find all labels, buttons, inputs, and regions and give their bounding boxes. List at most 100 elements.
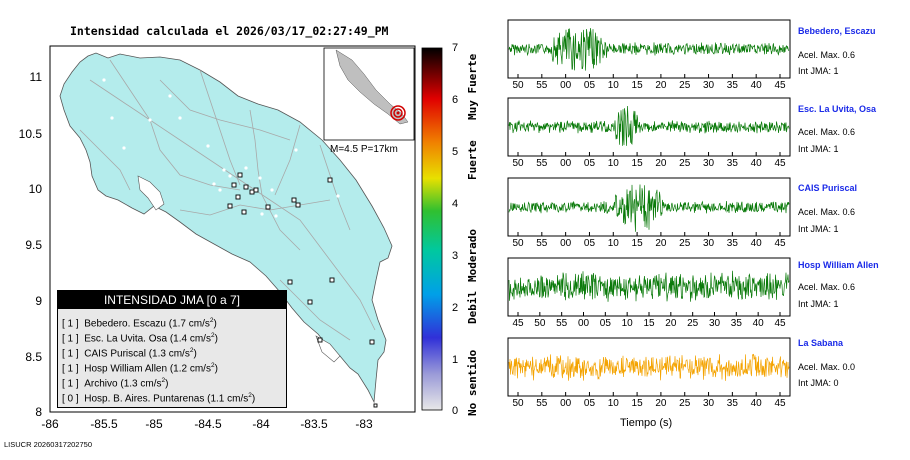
trace-tick-label: 35 bbox=[726, 238, 738, 249]
golfo-dulce bbox=[315, 335, 341, 363]
trace-tick-label: 05 bbox=[583, 238, 596, 249]
colorbar-category: Muy Fuerte bbox=[466, 53, 479, 120]
trace-tick-label: 20 bbox=[655, 398, 667, 409]
time-axis-label: Tiempo (s) bbox=[620, 417, 673, 429]
intensity-legend: INTENSIDAD JMA [0 a 7] [ 1 ] Bebedero. E… bbox=[57, 290, 287, 408]
x-tick: -85 bbox=[145, 417, 163, 431]
trace-tick-label: 10 bbox=[607, 158, 619, 169]
x-tick: -83.5 bbox=[300, 417, 328, 431]
station-jma: Int JMA: 1 bbox=[798, 224, 839, 234]
colorbar-category: No sentido bbox=[466, 349, 479, 416]
station-markers bbox=[227, 172, 378, 408]
x-tick: -85.5 bbox=[90, 417, 118, 431]
trace-tick-label: 35 bbox=[726, 158, 738, 169]
trace-tick-label: 40 bbox=[750, 80, 762, 91]
x-tick: -83 bbox=[355, 417, 373, 431]
trace-tick-label: 45 bbox=[774, 158, 786, 169]
trace-tick-label: 10 bbox=[607, 80, 619, 91]
trace-tick-label: 20 bbox=[665, 318, 677, 329]
town-dots bbox=[102, 78, 340, 218]
trace-tick-label: 50 bbox=[512, 398, 524, 409]
x-tick: -86 bbox=[41, 417, 59, 431]
trace-tick-label: 00 bbox=[560, 80, 572, 91]
station-jma: Int JMA: 1 bbox=[798, 144, 839, 154]
waveform-trace bbox=[508, 28, 790, 71]
trace-tick-label: 30 bbox=[708, 318, 721, 329]
colorbar-tick: 7 bbox=[452, 42, 459, 54]
trace-tick-label: 05 bbox=[583, 398, 596, 409]
trace-tick-label: 40 bbox=[752, 318, 764, 329]
station-accel: Acel. Max. 0.6 bbox=[798, 50, 856, 60]
trace-tick-label: 35 bbox=[726, 398, 738, 409]
waveform-trace bbox=[508, 270, 790, 302]
trace-tick-label: 00 bbox=[560, 398, 572, 409]
trace-tick-label: 50 bbox=[534, 318, 546, 329]
y-tick: 10 bbox=[28, 182, 42, 196]
trace-tick-label: 20 bbox=[655, 158, 667, 169]
legend-row: [ 1 ] CAIS Puriscal (1.3 cm/s2) bbox=[62, 347, 197, 360]
gulf-of-nicoya bbox=[137, 175, 165, 211]
trace-tick-label: 10 bbox=[607, 238, 619, 249]
trace-tick-label: 55 bbox=[536, 158, 548, 169]
trace-tick-label: 15 bbox=[631, 238, 643, 249]
legend-row: [ 1 ] Archivo (1.3 cm/s2) bbox=[62, 377, 169, 390]
location-inset-map bbox=[323, 47, 415, 141]
trace-tick-label: 20 bbox=[655, 80, 667, 91]
footer-id: LISUCR 20260317202750 bbox=[4, 440, 92, 449]
station-link[interactable]: CAIS Puriscal bbox=[798, 183, 858, 193]
trace-tick-label: 10 bbox=[607, 398, 619, 409]
trace-tick-label: 45 bbox=[512, 318, 524, 329]
trace-tick-label: 50 bbox=[512, 238, 524, 249]
road-network bbox=[79, 59, 376, 341]
trace-tick-label: 00 bbox=[577, 318, 590, 329]
legend-row: [ 0 ] Hosp. B. Aires. Puntarenas (1.1 cm… bbox=[62, 392, 256, 405]
trace-tick-label: 25 bbox=[679, 158, 691, 169]
y-tick: 11 bbox=[29, 70, 42, 84]
trace-tick-label: 55 bbox=[536, 398, 548, 409]
y-tick: 8.5 bbox=[25, 350, 42, 364]
legend-row: [ 1 ] Bebedero. Escazu (1.7 cm/s2) bbox=[62, 317, 217, 330]
colorbar-tick: 3 bbox=[452, 250, 459, 262]
colorbar-tick: 1 bbox=[452, 354, 459, 366]
trace-tick-label: 30 bbox=[702, 238, 715, 249]
inset-caption: M=4.5 P=17km bbox=[330, 144, 398, 155]
station-link[interactable]: Hosp William Allen bbox=[798, 260, 879, 270]
trace-tick-label: 15 bbox=[631, 80, 643, 91]
station-jma: Int JMA: 1 bbox=[798, 299, 839, 309]
page-title: Intensidad calculada el 2026/03/17_02:27… bbox=[70, 24, 389, 38]
colorbar-tick: 6 bbox=[452, 94, 459, 106]
trace-tick-label: 30 bbox=[702, 158, 715, 169]
x-tick: -84.5 bbox=[194, 417, 222, 431]
intensity-colorbar bbox=[421, 47, 443, 411]
station-accel: Acel. Max. 0.6 bbox=[798, 207, 856, 217]
y-tick: 8 bbox=[35, 405, 42, 419]
trace-tick-label: 15 bbox=[631, 398, 643, 409]
colorbar-tick: 4 bbox=[452, 198, 459, 210]
seismogram-panels bbox=[507, 19, 791, 397]
station-accel: Acel. Max. 0.0 bbox=[798, 362, 856, 372]
station-link[interactable]: Bebedero, Escazu bbox=[798, 26, 876, 36]
trace-tick-label: 55 bbox=[556, 318, 568, 329]
legend-title: INTENSIDAD JMA [0 a 7] bbox=[58, 291, 286, 309]
trace-tick-label: 45 bbox=[774, 318, 786, 329]
y-tick: 9.5 bbox=[25, 238, 42, 252]
trace-tick-label: 25 bbox=[687, 318, 699, 329]
colorbar-tick: 2 bbox=[452, 302, 459, 314]
waveform-trace bbox=[508, 353, 790, 381]
trace-tick-label: 40 bbox=[750, 238, 762, 249]
station-accel: Acel. Max. 0.6 bbox=[798, 127, 856, 137]
trace-tick-label: 30 bbox=[702, 398, 715, 409]
trace-tick-label: 40 bbox=[750, 158, 762, 169]
trace-tick-label: 05 bbox=[583, 80, 596, 91]
trace-tick-label: 00 bbox=[560, 238, 572, 249]
trace-tick-label: 20 bbox=[655, 238, 667, 249]
legend-row: [ 1 ] Hosp William Allen (1.2 cm/s2) bbox=[62, 362, 218, 375]
colorbar-category: Fuerte bbox=[466, 140, 479, 180]
trace-tick-label: 05 bbox=[599, 318, 611, 329]
station-link[interactable]: La Sabana bbox=[798, 338, 844, 348]
trace-tick-label: 30 bbox=[702, 80, 715, 91]
trace-tick-label: 05 bbox=[583, 158, 596, 169]
y-tick: 9 bbox=[35, 294, 42, 308]
station-link[interactable]: Esc. La Uvita, Osa bbox=[798, 104, 877, 114]
trace-tick-label: 25 bbox=[679, 238, 691, 249]
